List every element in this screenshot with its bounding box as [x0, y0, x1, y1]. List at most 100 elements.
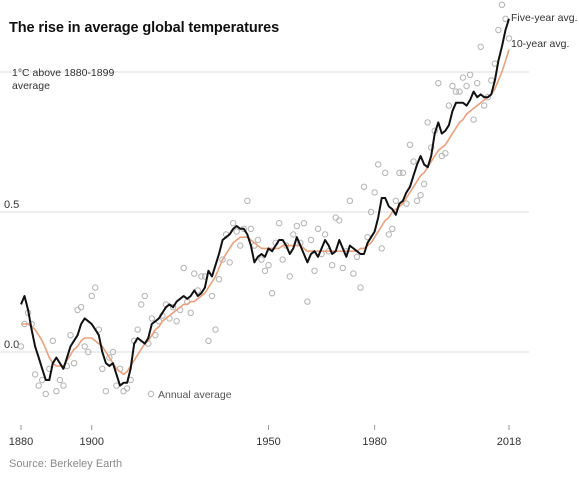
annual-point	[106, 354, 113, 361]
source-note: Source: Berkeley Earth	[9, 458, 123, 470]
annual-point	[371, 189, 378, 196]
x-tick-label: 2018	[497, 436, 521, 448]
annual-point	[332, 214, 339, 221]
annual-point	[77, 304, 85, 311]
annual-point	[53, 388, 60, 395]
annual-point	[328, 262, 336, 269]
annual-point	[293, 222, 301, 230]
annual-point	[452, 88, 460, 95]
annual-point	[339, 264, 346, 272]
five-year-average-line	[20, 18, 510, 387]
annual-point	[357, 284, 364, 291]
annual-point	[84, 348, 92, 356]
annual-point	[438, 152, 446, 160]
annual-point	[321, 231, 329, 238]
x-tick-labels: 1880 1900 1950 1980 2018	[9, 425, 521, 448]
y-top-label-line: average	[12, 80, 50, 92]
annual-point	[466, 71, 474, 79]
y-tick-label: 0.5	[4, 199, 19, 211]
annual-point	[67, 332, 74, 339]
annual-point	[173, 318, 180, 325]
annual-point	[198, 273, 205, 280]
annual-point	[286, 273, 293, 280]
x-tick-label: 1950	[256, 436, 280, 448]
annual-point	[459, 74, 467, 81]
x-tick-label: 1980	[362, 436, 386, 448]
annual-point	[81, 343, 88, 350]
annual-point	[212, 326, 219, 333]
annual-point	[495, 26, 502, 34]
annual-point	[417, 192, 424, 199]
annual-point	[123, 385, 131, 392]
annual-point	[367, 208, 375, 216]
annual-point	[336, 217, 343, 224]
chart-title: The rise in average global temperatures	[9, 20, 280, 36]
annual-point	[392, 197, 400, 205]
annual-point	[265, 262, 272, 269]
annual-point	[449, 82, 456, 90]
annual-point	[378, 245, 385, 252]
annual-point	[205, 337, 212, 344]
annual-point	[463, 82, 470, 90]
annual-point	[31, 371, 39, 378]
annual-point	[488, 77, 495, 84]
annual-point	[39, 376, 46, 384]
annual-point	[420, 180, 428, 188]
annual-point	[60, 382, 67, 389]
annual-point	[300, 220, 308, 227]
annual-point	[187, 309, 194, 316]
annual-point	[385, 231, 392, 238]
annual-point	[481, 102, 488, 109]
annual-point	[70, 360, 78, 367]
annual-point	[134, 326, 141, 333]
annual-point	[442, 150, 449, 157]
annual-point	[304, 298, 311, 305]
annual-point	[261, 267, 269, 274]
annual-point	[399, 169, 407, 177]
annual-point	[505, 35, 513, 42]
annual-point	[74, 306, 81, 314]
annual-point	[275, 220, 283, 227]
annual-point	[360, 183, 368, 191]
annual-point	[346, 197, 354, 205]
gridlines	[0, 71, 529, 353]
annual-point	[389, 225, 396, 233]
annual-point	[180, 264, 187, 272]
annual-point	[237, 242, 244, 249]
annual-point	[258, 256, 265, 263]
annual-point	[138, 301, 145, 308]
annual-point	[35, 382, 42, 389]
x-tick-label: 1880	[9, 436, 33, 448]
annual-point	[410, 158, 417, 165]
annual-point	[120, 388, 127, 395]
annual-average-label: Annual average	[158, 389, 232, 401]
annual-average-marker	[147, 390, 155, 398]
annual-point	[435, 80, 442, 87]
ten-year-avg-label: 10-year avg.	[511, 38, 569, 50]
annual-point	[477, 43, 484, 50]
annual-point	[254, 236, 262, 244]
annual-point	[470, 116, 477, 123]
annual-point	[49, 337, 57, 344]
annual-point	[424, 119, 431, 126]
annual-point	[307, 236, 315, 244]
x-tick-label: 1900	[79, 436, 103, 448]
annual-point	[456, 88, 463, 95]
annual-point	[382, 169, 389, 177]
annual-point	[17, 343, 25, 350]
annual-point	[42, 390, 49, 398]
annual-point	[226, 259, 233, 266]
annual-point	[498, 1, 506, 9]
annual-point	[229, 220, 237, 227]
y-top-label-line: 1°C above 1880-1899	[12, 67, 114, 79]
annual-point	[215, 276, 223, 283]
annual-point	[374, 161, 382, 168]
annual-point	[268, 290, 276, 297]
annual-point	[247, 225, 255, 233]
annual-point	[191, 270, 198, 277]
annual-point	[102, 388, 110, 395]
annual-point	[92, 284, 99, 291]
annual-point	[353, 253, 361, 260]
